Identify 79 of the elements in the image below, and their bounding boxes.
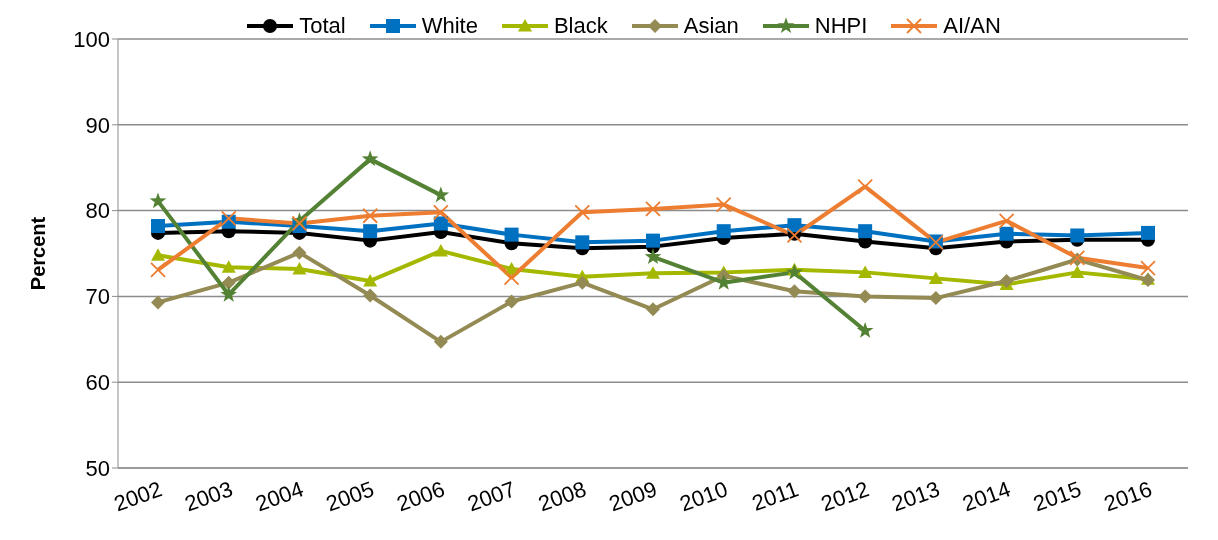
point xyxy=(363,224,378,239)
point xyxy=(646,266,660,279)
y-tick-label: 60 xyxy=(85,370,110,396)
point xyxy=(221,275,236,290)
point xyxy=(150,261,166,278)
point xyxy=(999,273,1014,288)
point xyxy=(928,291,943,306)
point xyxy=(928,271,943,284)
point xyxy=(1141,225,1155,240)
point xyxy=(432,186,450,203)
point xyxy=(504,227,519,242)
point xyxy=(646,302,660,317)
x-tick-label: 2010 xyxy=(676,476,731,517)
point xyxy=(999,226,1014,241)
point xyxy=(151,295,165,310)
point xyxy=(575,275,590,290)
point xyxy=(363,288,378,303)
point xyxy=(292,261,307,275)
point xyxy=(220,210,237,227)
point xyxy=(787,284,802,299)
x-tick-label: 2005 xyxy=(322,476,378,517)
legend-label: White xyxy=(421,13,478,39)
point xyxy=(433,216,448,231)
point xyxy=(1070,228,1085,243)
point xyxy=(857,178,874,195)
point xyxy=(291,215,308,232)
point xyxy=(858,265,873,278)
y-tick-label: 100 xyxy=(73,26,110,52)
point xyxy=(645,200,661,217)
x-tick-label: 2012 xyxy=(817,476,873,517)
x-tick-label: 2003 xyxy=(181,476,236,517)
point xyxy=(856,321,874,338)
point xyxy=(362,207,379,224)
x-tick-label: 2008 xyxy=(534,476,590,517)
point xyxy=(149,192,167,209)
point xyxy=(858,289,873,304)
point xyxy=(998,213,1015,229)
point xyxy=(644,248,662,265)
point xyxy=(575,235,590,250)
x-tick-label: 2016 xyxy=(1100,476,1156,517)
legend-label: AI/AN xyxy=(943,13,1001,39)
point xyxy=(432,204,449,221)
x-tick-label: 2007 xyxy=(464,476,519,517)
point xyxy=(220,285,238,302)
point xyxy=(433,334,448,349)
y-tick-label: 90 xyxy=(85,112,110,138)
y-tick-label: 70 xyxy=(85,284,110,310)
x-tick-label: 2006 xyxy=(393,476,449,517)
point xyxy=(646,233,660,248)
y-axis-title: Percent xyxy=(27,216,50,291)
point xyxy=(363,273,378,287)
legend-label: Total xyxy=(299,13,346,39)
point xyxy=(151,248,165,261)
point xyxy=(433,243,448,257)
point xyxy=(1140,260,1156,276)
legend-label: Black xyxy=(553,13,608,39)
point xyxy=(1070,265,1085,278)
point xyxy=(361,150,379,167)
x-tick-label: 2009 xyxy=(605,476,661,517)
point xyxy=(858,224,873,239)
x-tick-label: 2015 xyxy=(1029,476,1085,517)
point xyxy=(503,269,520,286)
y-tick-label: 80 xyxy=(85,198,110,224)
legend-label: NHPI xyxy=(814,13,868,39)
x-tick-label: 2011 xyxy=(748,476,802,516)
legend-label: Asian xyxy=(683,13,739,39)
point xyxy=(151,219,165,234)
x-tick-label: 2014 xyxy=(959,476,1014,517)
point xyxy=(292,245,307,260)
y-tick-label: 50 xyxy=(85,455,110,481)
x-tick-label: 2013 xyxy=(888,476,944,517)
point xyxy=(786,263,803,280)
x-tick-label: 2002 xyxy=(110,476,166,517)
point xyxy=(221,260,236,273)
point xyxy=(716,224,731,239)
point xyxy=(574,204,591,221)
point xyxy=(715,196,732,213)
x-tick-label: 2004 xyxy=(252,476,307,517)
point xyxy=(504,294,519,309)
